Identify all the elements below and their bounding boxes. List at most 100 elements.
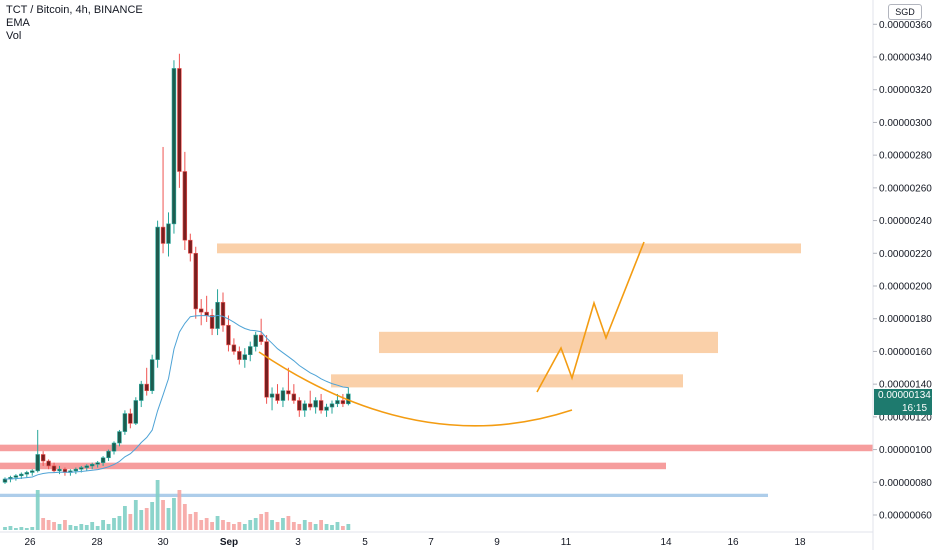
candle-body: [275, 393, 280, 401]
candle-body: [100, 457, 106, 463]
price-tick-label: 0.00000260: [879, 183, 932, 194]
candle-body: [335, 400, 340, 405]
volume-bar: [313, 524, 318, 530]
time-tick-label: 28: [91, 537, 103, 548]
candle-body: [253, 334, 258, 347]
volume-bar: [95, 526, 100, 530]
price-tick-label: 0.00000060: [879, 511, 932, 522]
zone-red: [0, 444, 873, 452]
candle-body: [188, 239, 193, 254]
volume-bar: [182, 504, 187, 530]
candle-body: [329, 403, 335, 408]
volume-bar: [193, 512, 198, 530]
candle-body: [144, 383, 149, 391]
candle-body: [182, 171, 188, 241]
candle-body: [122, 413, 128, 432]
currency-badge[interactable]: SGD: [888, 4, 922, 20]
candle-body: [51, 465, 57, 472]
volume-bar: [237, 522, 242, 530]
volume-bar: [112, 518, 116, 530]
candle-body: [160, 226, 166, 244]
price-tick-label: 0.00000220: [879, 249, 932, 260]
volume-bar: [335, 522, 340, 530]
volume-bar: [308, 522, 313, 530]
zone-orange: [217, 243, 801, 254]
volume-bar: [341, 526, 345, 530]
volume-bar: [259, 514, 264, 530]
volume-bar: [90, 522, 95, 530]
volume-bar: [63, 520, 67, 530]
price-tick-label: 0.00000200: [879, 282, 932, 293]
time-tick-label: 3: [295, 537, 301, 548]
volume-bar: [221, 520, 225, 530]
volume-bar: [319, 520, 323, 530]
volume-bar: [139, 510, 144, 530]
rounded-bottom-arc: [258, 351, 573, 427]
price-tick-label: 0.00000320: [879, 85, 932, 96]
time-tick-label: 9: [494, 537, 500, 548]
volume-bar: [30, 527, 35, 530]
volume-bar: [166, 508, 171, 530]
candle-body: [226, 324, 231, 346]
volume-bar: [84, 525, 89, 530]
candle-body: [324, 406, 329, 411]
candle-body: [318, 400, 324, 411]
time-tick-label: Sep: [220, 537, 238, 548]
volume-bar: [291, 522, 296, 530]
candle-body: [248, 346, 253, 355]
volume-bar: [52, 522, 56, 530]
candle-body: [155, 226, 160, 360]
time-tick-label: 5: [362, 537, 368, 548]
candle-body: [209, 315, 215, 329]
ema-indicator-label[interactable]: EMA: [6, 17, 30, 29]
candle-body: [340, 400, 346, 405]
candle-body: [204, 311, 209, 316]
volume-bar: [204, 518, 209, 530]
support-resistance-zones: [0, 243, 873, 498]
volume-bar: [155, 480, 160, 530]
price-tick-label: 0.00000100: [879, 445, 932, 456]
volume-bar: [253, 518, 258, 530]
candle-body: [117, 431, 122, 444]
volume-bar: [24, 528, 29, 530]
zone-orange: [331, 374, 683, 388]
price-tick-label: 0.00000360: [879, 20, 932, 31]
volume-bar: [101, 520, 105, 530]
candle-body: [313, 400, 318, 408]
candle-body: [242, 354, 247, 360]
volume-bar: [188, 514, 193, 530]
candle-body: [2, 478, 8, 483]
candle-body: [73, 468, 79, 472]
volume-bar: [330, 525, 334, 530]
volume-indicator-label[interactable]: Vol: [6, 30, 22, 42]
price-axis: 0.00000360 0.00000340 0.00000320 0.00000300…: [873, 20, 932, 522]
candle-body: [269, 393, 275, 398]
volume-bar: [324, 524, 329, 530]
candle-body: [177, 68, 182, 172]
candle-body: [128, 413, 133, 424]
candle-body: [24, 472, 29, 475]
candle-body: [291, 393, 297, 401]
zone-blue: [0, 493, 768, 498]
volume-bar: [41, 518, 46, 530]
candle-body: [237, 351, 242, 360]
candle-body: [199, 308, 204, 313]
volume-bar: [275, 522, 280, 530]
zone-orange: [379, 331, 718, 354]
candle-body: [111, 442, 117, 452]
time-tick-label: 7: [428, 537, 434, 548]
volume-bar: [232, 524, 236, 530]
candle-body: [231, 344, 237, 352]
time-tick-label: 30: [157, 537, 169, 548]
candle-body: [149, 359, 155, 391]
volume-bar: [199, 520, 204, 530]
candle-body: [258, 334, 264, 342]
volume-bar: [73, 526, 78, 530]
candle-body: [133, 400, 138, 424]
time-tick-label: 26: [24, 537, 36, 548]
volume-bar: [14, 528, 18, 530]
price-tick-label: 0.00000080: [879, 478, 932, 489]
candle-body: [286, 390, 291, 395]
volume-bar: [79, 524, 84, 530]
